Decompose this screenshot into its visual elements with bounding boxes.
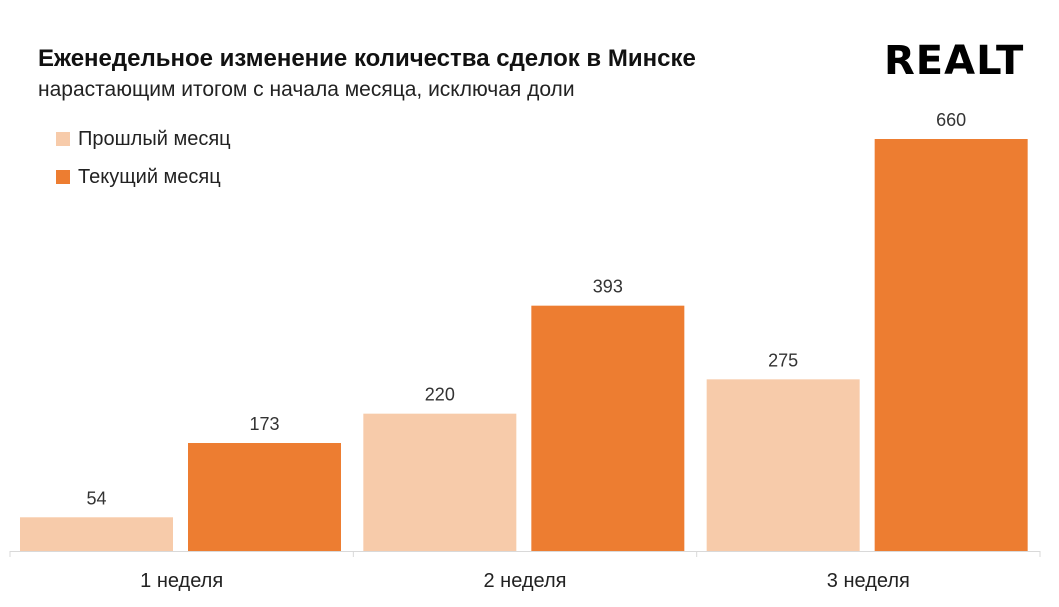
data-label-previous-2: 220 <box>425 385 455 405</box>
data-label-current-2: 393 <box>593 277 623 297</box>
data-label-current-3: 660 <box>936 110 966 130</box>
bar-previous-3 <box>706 379 860 551</box>
data-label-previous-3: 275 <box>768 350 798 370</box>
legend-label-current: Текущий месяц <box>78 165 221 188</box>
legend: Прошлый месяц Текущий месяц <box>56 120 231 196</box>
bar-previous-2 <box>363 413 517 551</box>
legend-label-previous: Прошлый месяц <box>78 127 231 150</box>
legend-item-current: Текущий месяц <box>56 158 231 196</box>
x-tick-label-1: 1 неделя <box>140 570 223 592</box>
x-tick-label-2: 2 неделя <box>483 570 566 592</box>
data-label-current-1: 173 <box>249 414 279 434</box>
legend-swatch-previous <box>56 132 70 146</box>
bar-current-2 <box>531 305 685 551</box>
legend-swatch-current <box>56 170 70 184</box>
legend-item-previous: Прошлый месяц <box>56 120 231 158</box>
chart-title: Еженедельное изменение количества сделок… <box>38 45 696 72</box>
data-label-previous-1: 54 <box>86 488 106 508</box>
bar-current-3 <box>874 139 1028 551</box>
bar-current-1 <box>188 443 341 551</box>
x-tick-label-3: 3 неделя <box>827 570 910 592</box>
realt-logo: REALT <box>884 38 1025 84</box>
chart-subtitle: нарастающим итогом с начала месяца, искл… <box>38 78 575 101</box>
bar-previous-1 <box>20 517 173 551</box>
